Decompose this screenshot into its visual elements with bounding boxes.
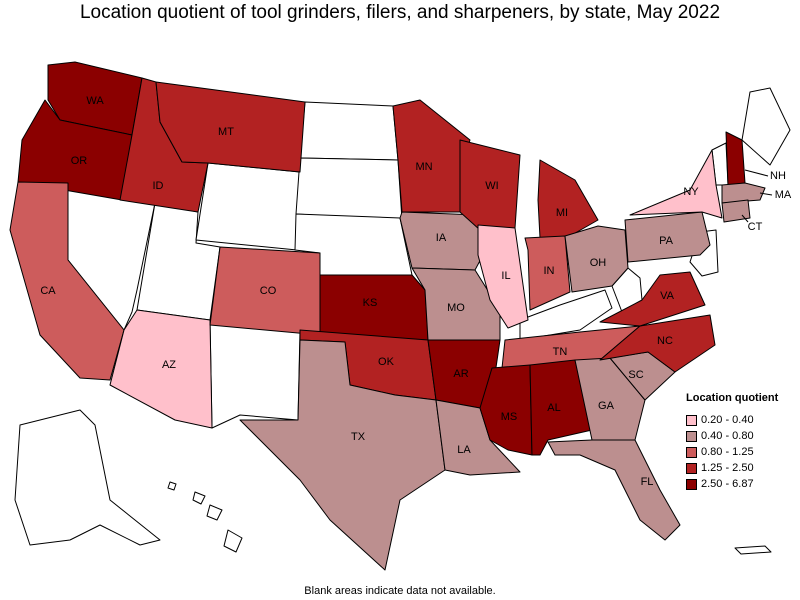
- legend-label: 0.20 - 0.40: [701, 414, 754, 426]
- label-nh: NH: [770, 170, 786, 182]
- state-hi: [167, 481, 243, 553]
- state-sd: [295, 157, 403, 221]
- state-ny: [629, 149, 723, 219]
- legend: Location quotient 0.20 - 0.40 0.40 - 0.8…: [686, 392, 778, 492]
- callout-nh: [744, 169, 769, 177]
- legend-label: 2.50 - 6.87: [701, 478, 754, 490]
- legend-item: 2.50 - 6.87: [686, 476, 778, 492]
- label-or: OR: [71, 155, 88, 167]
- legend-swatch: [686, 462, 697, 474]
- state-mt: [155, 81, 306, 173]
- label-mn: MN: [415, 161, 432, 173]
- state-il: [477, 224, 529, 329]
- label-il: IL: [501, 270, 510, 282]
- legend-item: 0.40 - 0.80: [686, 428, 778, 444]
- footnote: Blank areas indicate data not available.: [304, 585, 496, 597]
- label-al: AL: [547, 402, 560, 414]
- legend-swatch: [686, 478, 697, 490]
- label-wa: WA: [86, 95, 104, 107]
- label-va: VA: [660, 290, 675, 302]
- state-tx: [239, 339, 446, 571]
- label-fl: FL: [641, 476, 654, 488]
- state-me: [741, 87, 791, 166]
- legend-swatch: [686, 446, 697, 458]
- no-data-states: [14, 87, 791, 555]
- state-nm: [209, 319, 301, 429]
- label-ma: MA: [775, 189, 792, 201]
- legend-swatch: [686, 414, 697, 426]
- legend-label: 0.40 - 0.80: [701, 430, 754, 442]
- label-mi: MI: [556, 207, 568, 219]
- label-ks: KS: [363, 297, 378, 309]
- label-pa: PA: [659, 235, 674, 247]
- label-ia: IA: [436, 232, 447, 244]
- label-mo: MO: [447, 302, 465, 314]
- state-va: [599, 271, 706, 327]
- label-in: IN: [544, 265, 555, 277]
- legend-label: 0.80 - 1.25: [701, 446, 754, 458]
- state-in: [524, 235, 571, 311]
- state-nh: [725, 131, 746, 186]
- label-wi: WI: [485, 180, 498, 192]
- label-ar: AR: [453, 368, 468, 380]
- state-mn: [392, 99, 471, 213]
- label-ca: CA: [40, 285, 56, 297]
- legend-item: 0.20 - 0.40: [686, 412, 778, 428]
- label-ct: CT: [748, 221, 763, 233]
- state-fl: [547, 439, 681, 541]
- label-sc: SC: [628, 369, 643, 381]
- state-ca: [9, 181, 125, 381]
- territory-pr: [734, 545, 772, 555]
- state-ak: [14, 409, 161, 546]
- state-labels: WA OR ID MT CA AZ CO KS OK TX MN IA MO A…: [40, 95, 792, 488]
- label-tn: TN: [553, 346, 568, 358]
- label-ny: NY: [683, 186, 699, 198]
- label-nc: NC: [657, 335, 673, 347]
- state-oh: [564, 225, 629, 293]
- state-nd: [299, 101, 399, 161]
- state-pa: [624, 211, 711, 263]
- label-mt: MT: [218, 126, 234, 138]
- callout-ct: [741, 214, 749, 223]
- state-ma: [721, 182, 766, 204]
- state-az: [109, 309, 213, 429]
- legend-item: 1.25 - 2.50: [686, 460, 778, 476]
- callout-ma: [759, 192, 773, 196]
- label-az: AZ: [162, 359, 176, 371]
- label-ga: GA: [598, 400, 615, 412]
- label-ok: OK: [378, 356, 395, 368]
- legend-item: 0.80 - 1.25: [686, 444, 778, 460]
- label-id: ID: [153, 180, 164, 192]
- state-wy: [195, 162, 301, 251]
- legend-swatch: [686, 430, 697, 442]
- legend-title: Location quotient: [686, 392, 779, 404]
- label-tx: TX: [351, 431, 366, 443]
- legend-label: 1.25 - 2.50: [701, 462, 754, 474]
- label-la: LA: [457, 444, 471, 456]
- map-title: Location quotient of tool grinders, file…: [79, 2, 721, 23]
- label-co: CO: [260, 285, 277, 297]
- label-ms: MS: [501, 411, 518, 423]
- label-oh: OH: [590, 257, 607, 269]
- state-mi: [537, 159, 599, 239]
